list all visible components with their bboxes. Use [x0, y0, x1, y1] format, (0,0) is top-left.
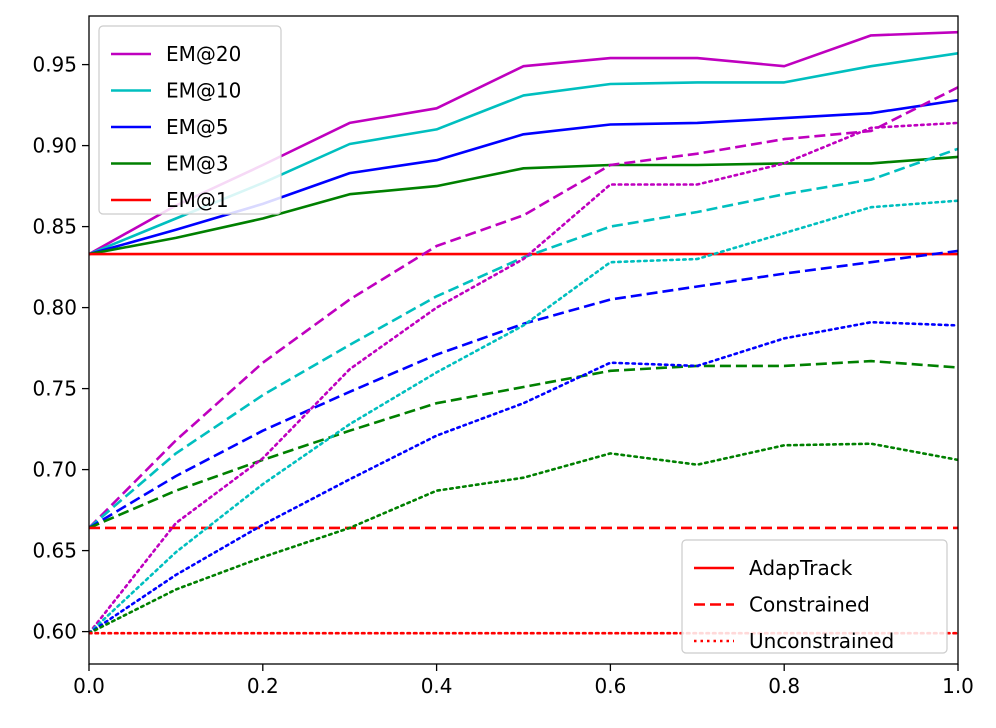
color-legend-label: EM@20 — [166, 42, 241, 66]
series-line-dashed-7 — [89, 249, 958, 530]
style-legend-label: Constrained — [749, 593, 870, 617]
y-tick-label: 0.75 — [32, 377, 77, 401]
y-tick-label: 0.90 — [32, 134, 77, 158]
series-line-dashed-5 — [89, 86, 958, 529]
series-line-dotted-13 — [89, 442, 958, 635]
color-legend-label: EM@5 — [166, 115, 229, 139]
y-tick-label: 0.60 — [32, 620, 77, 644]
y-tick-label: 0.65 — [32, 539, 77, 563]
style-legend-label: Unconstrained — [749, 629, 894, 653]
plot-frame — [88, 15, 959, 665]
style-legend: AdapTrack Constrained Unconstrained — [681, 539, 948, 654]
y-tick-label: 0.95 — [32, 53, 77, 77]
color-legend-frame — [98, 25, 282, 215]
series-line-solid-3 — [89, 155, 958, 256]
color-legend-label: EM@1 — [166, 188, 229, 212]
style-legend-label: AdapTrack — [749, 556, 853, 580]
y-tick-label: 0.80 — [32, 296, 77, 320]
series-line-dotted-12 — [89, 320, 958, 635]
x-tick-label: 0.6 — [594, 674, 626, 698]
color-legend-label: EM@3 — [166, 152, 229, 176]
series-line-dotted-11 — [89, 199, 958, 635]
x-tick-label: 0.0 — [73, 674, 105, 698]
x-tick-label: 0.2 — [247, 674, 279, 698]
color-legend-label: EM@10 — [166, 79, 241, 103]
x-tick-label: 0.4 — [421, 674, 453, 698]
color-legend: EM@20 EM@10 EM@5 EM@3 EM@1 — [98, 25, 282, 215]
x-tick-label: 0.8 — [768, 674, 800, 698]
style-legend-frame — [681, 539, 948, 654]
x-tick-label: 1.0 — [942, 674, 974, 698]
series-line-dashed-8 — [89, 359, 958, 530]
y-tick-label: 0.70 — [32, 458, 77, 482]
series-line-dotted-10 — [89, 121, 958, 635]
y-tick-label: 0.85 — [32, 215, 77, 239]
